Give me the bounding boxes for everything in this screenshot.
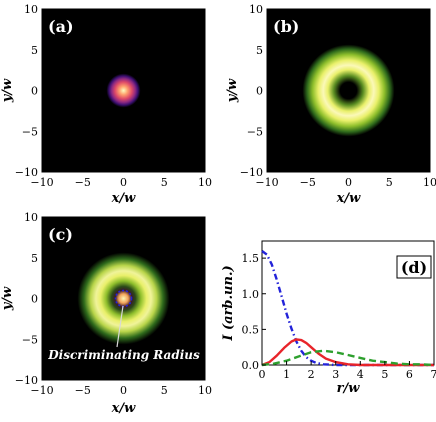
- y-tick-label: 10: [24, 211, 38, 224]
- x-tick-label: 1: [283, 368, 290, 381]
- x-tick-label: 6: [406, 368, 413, 381]
- x-ticks: −10 −5 0 5 10: [255, 168, 436, 189]
- panel-label: (b): [273, 17, 299, 36]
- y-axis-label: y/w: [0, 78, 15, 103]
- x-tick-label: 10: [423, 176, 436, 189]
- y-tick-label: 5: [31, 252, 38, 265]
- y-tick-label: −10: [15, 374, 38, 387]
- y-tick-label: 10: [24, 3, 38, 16]
- panel-label: (c): [48, 225, 73, 244]
- x-tick-label: 7: [431, 368, 436, 381]
- x-tick-label: 10: [198, 176, 212, 189]
- x-tick-label: 0: [259, 368, 266, 381]
- panel-d: 0 1 2 3 4 5 6 7 0.0 0.5 1.0 1.5 (d) r/w I (arb.un.…: [221, 240, 436, 396]
- y-tick-label: −5: [22, 333, 38, 346]
- y-tick-label: 1.5: [242, 252, 260, 265]
- panel-c: Discriminating Radius (c) −10 −5 0 5 10 10 5 0…: [0, 211, 212, 416]
- y-tick-label: 0.0: [242, 359, 260, 372]
- x-ticks: −10 −5 0 5 10: [30, 168, 212, 189]
- x-tick-label: 2: [308, 368, 315, 381]
- x-tick-label: −5: [75, 176, 91, 189]
- y-axis-label: y/w: [0, 286, 15, 311]
- x-tick-label: −10: [255, 176, 278, 189]
- y-axis-label: I (arb.un.): [221, 265, 236, 341]
- x-axis-label: x/w: [111, 191, 136, 206]
- panel-label: (d): [401, 258, 427, 277]
- x-axis-label: x/w: [336, 191, 361, 206]
- x-tick-label: 0: [120, 384, 127, 397]
- heatmap-ring: [77, 252, 170, 345]
- y-ticks: 10 5 0 −5 −10: [15, 211, 46, 387]
- y-tick-label: −10: [15, 166, 38, 179]
- x-tick-label: 5: [161, 176, 168, 189]
- panel-label-box: [396, 255, 432, 279]
- y-ticks: 10 5 0 −5 −10: [15, 3, 46, 179]
- x-tick-label: 10: [198, 384, 212, 397]
- y-tick-label: 0: [256, 85, 263, 98]
- y-ticks: 0.0 0.5 1.0 1.5: [242, 252, 266, 372]
- y-tick-label: −10: [240, 166, 263, 179]
- x-tick-label: −5: [75, 384, 91, 397]
- line-series-group: [261, 250, 435, 367]
- y-tick-label: 0: [31, 293, 38, 306]
- y-ticks: 10 5 0 −5 −10: [240, 3, 271, 179]
- y-tick-label: −5: [22, 125, 38, 138]
- x-tick-label: 5: [386, 176, 393, 189]
- x-tick-label: 4: [357, 368, 364, 381]
- y-axis-label: y/w: [225, 78, 240, 103]
- x-tick-label: −5: [300, 176, 316, 189]
- y-tick-label: −5: [247, 125, 263, 138]
- x-axis-label: r/w: [337, 381, 361, 396]
- x-tick-label: 5: [381, 368, 388, 381]
- heatmap-spot: [106, 73, 141, 108]
- panel-b: (b) −10 −5 0 5 10 10 5 0 −5 −10 x/w y/w: [225, 3, 436, 206]
- y-tick-label: 5: [31, 44, 38, 57]
- x-ticks: −10 −5 0 5 10: [30, 376, 212, 397]
- x-tick-label: 0: [345, 176, 352, 189]
- x-tick-label: −10: [30, 384, 53, 397]
- y-tick-label: 10: [249, 3, 263, 16]
- x-tick-label: 5: [161, 384, 168, 397]
- x-ticks: 0 1 2 3 4 5 6 7: [259, 361, 436, 381]
- series-line-3: [261, 349, 435, 367]
- y-tick-label: 5: [256, 44, 263, 57]
- x-tick-label: −10: [30, 176, 53, 189]
- heatmap-ring: [302, 44, 395, 137]
- series-line-2: [261, 338, 434, 367]
- annotation-text: Discriminating Radius: [47, 348, 200, 362]
- x-tick-label: 0: [120, 176, 127, 189]
- y-tick-label: 0.5: [242, 323, 260, 336]
- y-tick-label: 0: [31, 85, 38, 98]
- x-axis-label: x/w: [111, 401, 136, 416]
- x-tick-label: 3: [332, 368, 339, 381]
- panel-a: (a) −10 −5 0 5 10 10 5 0 −5 −10 x/w y/w: [0, 3, 212, 206]
- y-tick-label: 1.0: [242, 288, 260, 301]
- panel-label: (a): [48, 17, 74, 36]
- annotation-pointer: [116, 305, 124, 348]
